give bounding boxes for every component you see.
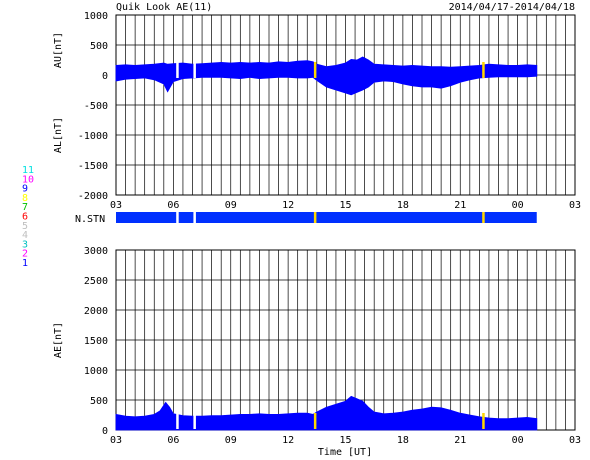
au-al-grid: [116, 15, 575, 195]
y-tick-label: 2000: [84, 306, 108, 317]
ae-y-ticks: 3000 2500 2000 1500 1000 500 0: [84, 246, 108, 437]
y-tick-label: 1000: [84, 366, 108, 377]
x-tick-label: 18: [397, 200, 409, 211]
x-axis-title: Time [UT]: [318, 447, 372, 458]
y-tick-label: -1000: [78, 131, 108, 142]
y-tick-label: 0: [102, 426, 108, 437]
data-gap-marker: [193, 413, 196, 429]
data-gap-marker: [176, 413, 179, 429]
x-tick-label: 12: [282, 435, 294, 446]
station-legend-item: 7: [22, 202, 28, 213]
x-tick-label: 15: [339, 200, 351, 211]
date-range: 2014/04/17-2014/04/18: [449, 2, 575, 13]
x-tick-label: 12: [282, 200, 294, 211]
x-tick-label: 06: [167, 435, 179, 446]
nstn-label: N.STN: [75, 214, 105, 225]
x-tick-label: 00: [512, 200, 524, 211]
station-legend-item: 11: [22, 165, 34, 176]
x-tick-label: 15: [339, 435, 351, 446]
station-legend-item: 9: [22, 184, 28, 195]
nstn-bar-group: N.STN: [75, 212, 537, 225]
ae-area: [115, 395, 538, 431]
station-legend-item: 3: [22, 239, 28, 250]
y-tick-label: -1500: [78, 161, 108, 172]
x-tick-label: 03: [569, 435, 581, 446]
station-legend-item: 4: [22, 230, 28, 241]
nstn-bars: [116, 212, 537, 223]
ae-axis-label: AE[nT]: [53, 322, 64, 358]
x-tick-label: 09: [225, 435, 237, 446]
au-al-y-ticks: 1000 500 0 -500 -1000 -1500 -2000: [78, 11, 108, 202]
ae-gap-markers: [176, 413, 485, 429]
station-legend-item: 5: [22, 221, 28, 232]
data-gap-marker: [482, 413, 485, 429]
nstn-gap-marker: [193, 212, 196, 223]
data-gap-marker: [313, 413, 317, 429]
x-tick-label: 21: [454, 435, 466, 446]
x-tick-label: 03: [110, 435, 122, 446]
ae-grid: [116, 250, 575, 430]
au-al-panel: 1000 500 0 -500 -1000 -1500 -2000 03 06 09 12 15 18…: [53, 11, 581, 211]
ae-series: [115, 395, 538, 431]
x-tick-label: 03: [569, 200, 581, 211]
data-gap-marker: [313, 62, 317, 78]
au-al-series: [115, 56, 538, 96]
data-gap-marker: [176, 62, 179, 78]
nstn-gap-marker: [176, 212, 179, 223]
au-al-gap-markers: [176, 62, 485, 78]
y-tick-label: 500: [90, 396, 108, 407]
y-tick-label: 1000: [84, 11, 108, 22]
au-axis-label: AU[nT]: [53, 32, 64, 68]
al-axis-label: AL[nT]: [53, 117, 64, 153]
x-tick-label: 06: [167, 200, 179, 211]
x-tick-label: 21: [454, 200, 466, 211]
station-legend-item: 6: [22, 212, 28, 223]
station-legend-item: 8: [22, 193, 28, 204]
station-legend-item: 1: [22, 258, 28, 269]
nstn-gap-marker: [482, 212, 485, 223]
au-al-band: [115, 56, 538, 96]
x-tick-label: 09: [225, 200, 237, 211]
y-tick-label: 1500: [84, 336, 108, 347]
y-tick-label: -500: [84, 101, 108, 112]
au-al-x-ticks: 03 06 09 12 15 18 21 00 03: [110, 200, 581, 211]
x-tick-label: 03: [110, 200, 122, 211]
station-legend-item: 10: [22, 174, 34, 185]
x-tick-label: 18: [397, 435, 409, 446]
data-gap-marker: [193, 62, 196, 78]
station-legend-item: 2: [22, 249, 28, 260]
y-tick-label: 0: [102, 71, 108, 82]
x-tick-label: 00: [512, 435, 524, 446]
y-tick-label: 2500: [84, 276, 108, 287]
y-tick-label: -2000: [78, 191, 108, 202]
y-tick-label: 3000: [84, 246, 108, 257]
nstn-gap-marker: [313, 212, 317, 223]
ae-x-ticks: 03 06 09 12 15 18 21 00 03: [110, 435, 581, 446]
data-gap-marker: [482, 62, 485, 78]
chart-title: Quik Look AE(11): [116, 2, 212, 13]
y-tick-label: 500: [90, 41, 108, 52]
nstn-bar: [116, 212, 537, 223]
